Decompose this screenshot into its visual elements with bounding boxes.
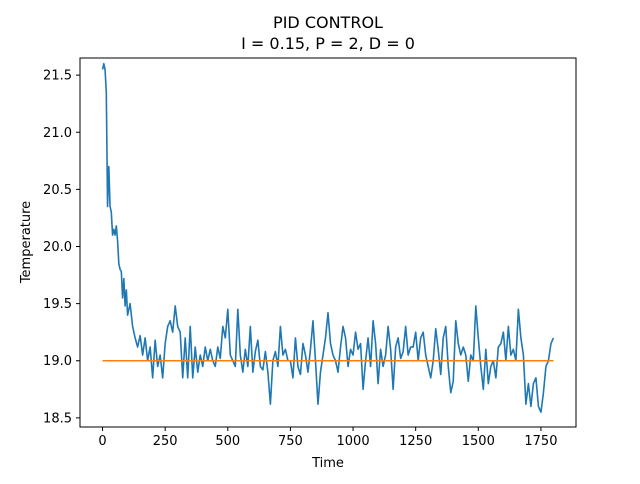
y-tick-label: 21.5: [43, 69, 72, 84]
x-tick-label: 500: [215, 434, 240, 449]
x-tick-label: 0: [98, 434, 106, 449]
plot-area: [101, 62, 555, 413]
y-axis: 18.5 19.0 19.5 20.0 20.5 21.0 21.5: [43, 69, 80, 426]
y-tick-label: 19.0: [43, 354, 72, 369]
x-tick-label: 1250: [399, 434, 432, 449]
axes-frame: [79, 57, 577, 428]
x-axis-label: Time: [311, 456, 344, 471]
y-axis-label: Temperature: [19, 201, 34, 284]
x-tick-label: 1500: [462, 434, 495, 449]
y-tick-label: 20.0: [43, 240, 72, 255]
chart-title: PID CONTROL: [273, 13, 383, 32]
x-tick-label: 1750: [524, 434, 557, 449]
x-tick-label: 750: [278, 434, 303, 449]
x-tick-label: 1000: [337, 434, 370, 449]
y-tick-label: 20.5: [43, 183, 72, 198]
x-tick-label: 250: [153, 434, 178, 449]
y-tick-label: 18.5: [43, 411, 72, 426]
y-tick-label: 21.0: [43, 126, 72, 141]
y-tick-label: 19.5: [43, 297, 72, 312]
x-axis: 0 250 500 750 1000 1250 1500 1750: [98, 427, 557, 449]
chart-subtitle: I = 0.15, P = 2, D = 0: [241, 34, 415, 53]
